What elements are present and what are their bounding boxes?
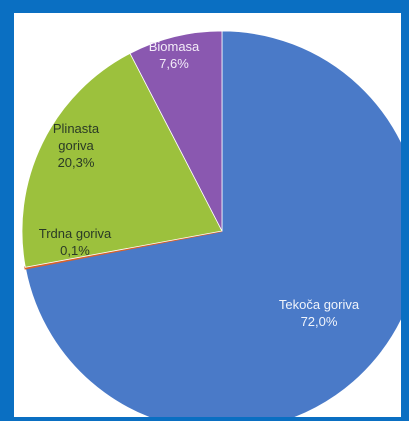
pie-slice-tekoca-goriva	[25, 30, 401, 417]
pie-slice-biomasa	[129, 30, 223, 232]
data-label-trdna-goriva: Trdna goriva 0,1%	[39, 226, 112, 258]
data-label-plinasta-goriva: Plinasta goriva 20,3%	[53, 121, 100, 170]
data-label-biomasa: Biomasa 7,6%	[149, 39, 200, 71]
chart-area: Tekoča goriva 72,0% Trdna goriva 0,1% Plinas…	[14, 13, 401, 417]
data-label-tekoca-goriva: Tekoča goriva 72,0%	[279, 297, 360, 329]
pie-slice-plinasta-goriva	[21, 52, 223, 268]
pie-chart: Tekoča goriva 72,0% Trdna goriva 0,1% Plinas…	[21, 30, 401, 417]
